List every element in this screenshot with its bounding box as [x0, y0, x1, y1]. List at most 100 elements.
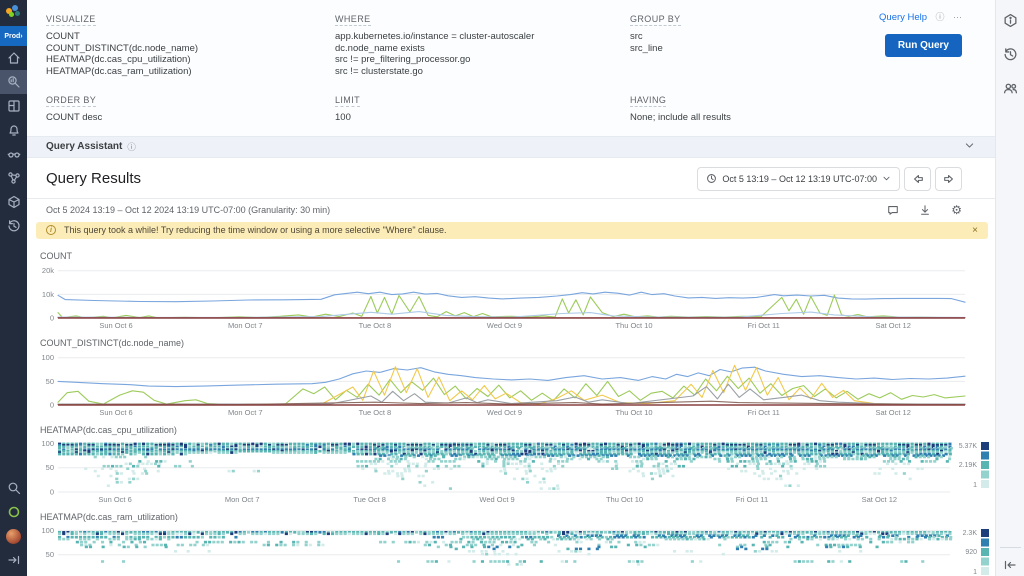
where-clause[interactable]: app.kubernetes.io/instance = cluster-aut…: [335, 31, 630, 43]
group-by-clause[interactable]: src_line: [630, 43, 845, 55]
chart-title: HEATMAP(dc.cas_ram_utilization): [40, 512, 995, 522]
where-clause[interactable]: dc.node_name exists: [335, 43, 630, 55]
time-summary: Oct 5 2024 13:19 – Oct 12 2024 13:19 UTC…: [46, 205, 330, 215]
svg-text:Wed Oct 9: Wed Oct 9: [479, 495, 514, 504]
visualize-clause[interactable]: HEATMAP(dc.cas_cpu_utilization): [46, 54, 335, 66]
svg-text:Tue Oct 8: Tue Oct 8: [353, 495, 386, 504]
environment-chevron-icon: ›: [20, 33, 22, 40]
page-title: Query Results: [46, 170, 141, 187]
where-heading: WHERE: [335, 14, 371, 26]
app-root: Prod›: [0, 0, 1024, 576]
arrow-left-icon: [912, 173, 924, 185]
run-query-button[interactable]: Run Query: [885, 34, 962, 57]
order-by-clause[interactable]: COUNT desc: [46, 112, 335, 124]
close-icon[interactable]: ×: [972, 225, 978, 236]
alerts-bell-icon[interactable]: [0, 118, 27, 142]
query-help-info-icon[interactable]: ⓘ: [936, 12, 945, 22]
svg-text:Mon Oct 7: Mon Oct 7: [225, 495, 260, 504]
chevron-down-icon[interactable]: [964, 138, 975, 156]
next-query-button[interactable]: [935, 167, 962, 191]
svg-text:1: 1: [973, 482, 977, 489]
usage-status-icon[interactable]: [0, 500, 27, 524]
avatar[interactable]: [0, 524, 27, 548]
chart-title: COUNT: [40, 251, 995, 261]
order-by-column: ORDER BY COUNT desc: [46, 90, 335, 124]
collapse-panel-icon[interactable]: [996, 554, 1024, 576]
chart-title: HEATMAP(dc.cas_cpu_utilization): [40, 425, 995, 435]
svg-text:10k: 10k: [42, 289, 54, 298]
query-builder-icon[interactable]: [0, 70, 27, 94]
visualize-heading: VISUALIZE: [46, 14, 96, 26]
environments-hexagon-icon[interactable]: [0, 190, 27, 214]
group-by-clause[interactable]: src: [630, 31, 845, 43]
slos-icon[interactable]: [0, 142, 27, 166]
svg-text:100: 100: [41, 353, 54, 362]
query-builder: VISUALIZE COUNT COUNT_DISTINCT(dc.node_n…: [27, 0, 995, 136]
environment-selector[interactable]: Prod›: [0, 26, 27, 46]
svg-text:0: 0: [50, 313, 54, 322]
chart-title: COUNT_DISTINCT(dc.node_name): [40, 338, 995, 348]
svg-text:20k: 20k: [42, 266, 54, 275]
chart-heatmap-cpu: HEATMAP(dc.cas_cpu_utilization) 0 50 100 Su…: [40, 425, 995, 506]
where-clause[interactable]: src != pre_filtering_processor.go: [335, 54, 630, 66]
ram-utilization-heatmap[interactable]: 050100Sun Oct 6Mon Oct 7Tue Oct 8Wed Oct…: [27, 523, 990, 576]
download-icon[interactable]: [919, 204, 931, 216]
previous-query-button[interactable]: [904, 167, 931, 191]
count-distinct-line-chart[interactable]: 050100Sun Oct 6Mon Oct 7Tue Oct 8Wed Oct…: [27, 349, 990, 419]
slow-query-warning-banner: i This query took a while! Try reducing …: [36, 222, 988, 239]
arrow-right-icon: [943, 173, 955, 185]
clock-icon: [706, 173, 717, 184]
svg-text:Sat Oct 12: Sat Oct 12: [875, 321, 910, 330]
home-icon[interactable]: [0, 46, 27, 70]
svg-text:0: 0: [50, 487, 54, 496]
where-clause[interactable]: src != clusterstate.go: [335, 66, 630, 78]
main-content: VISUALIZE COUNT COUNT_DISTINCT(dc.node_n…: [27, 0, 995, 576]
chart-count-distinct: COUNT_DISTINCT(dc.node_name) 050100Sun O…: [40, 338, 995, 419]
svg-text:Fri Oct 11: Fri Oct 11: [747, 408, 779, 417]
gear-icon[interactable]: ⚙: [951, 204, 962, 216]
svg-text:0: 0: [50, 400, 54, 409]
time-range-dropdown[interactable]: Oct 5 13:19 – Oct 12 13:19 UTC-07:00: [697, 167, 900, 191]
team-icon[interactable]: [996, 74, 1024, 102]
charts-area: COUNT 0 10k 20k Sun Oct 6 Mon Oct 7 Tue Oct 8…: [27, 241, 995, 576]
svg-text:50: 50: [46, 463, 54, 472]
query-help-more-icon[interactable]: ⋯: [953, 12, 962, 22]
cpu-utilization-heatmap[interactable]: 0 50 100 Sun Oct 6 Mon Oct 7 Tue Oct 8 Wed Oct…: [27, 436, 990, 506]
svg-text:Sat Oct 12: Sat Oct 12: [875, 408, 910, 417]
svg-text:Thu Oct 10: Thu Oct 10: [606, 495, 643, 504]
warning-info-icon: i: [46, 225, 56, 235]
left-sidebar: Prod›: [0, 0, 27, 576]
sidebar-expand-icon[interactable]: [0, 548, 27, 572]
svg-text:2.19K: 2.19K: [959, 461, 978, 468]
count-line-chart[interactable]: 010k20kSun Oct 6Mon Oct 7Tue Oct 8Wed Oc…: [27, 262, 990, 332]
history-icon[interactable]: [996, 40, 1024, 68]
info-hexagon-icon[interactable]: [996, 6, 1024, 34]
svg-text:1: 1: [973, 569, 977, 576]
svg-text:Thu Oct 10: Thu Oct 10: [615, 321, 652, 330]
order-by-heading: ORDER BY: [46, 95, 96, 107]
time-summary-row: Oct 5 2024 13:19 – Oct 12 2024 13:19 UTC…: [27, 199, 995, 219]
visualize-clause[interactable]: COUNT: [46, 31, 335, 43]
svg-text:Sun Oct 6: Sun Oct 6: [98, 495, 131, 504]
activity-history-icon[interactable]: [0, 214, 27, 238]
comment-icon[interactable]: [887, 204, 899, 216]
having-value[interactable]: None; include all results: [630, 112, 845, 124]
query-assistant-bar[interactable]: Query Assistant ⓘ: [27, 136, 995, 158]
query-assistant-info-icon: ⓘ: [127, 141, 136, 153]
visualize-clause[interactable]: HEATMAP(dc.cas_ram_utilization): [46, 66, 335, 78]
warning-text: This query took a while! Try reducing th…: [64, 225, 447, 235]
svg-text:Tue Oct 8: Tue Oct 8: [359, 321, 392, 330]
svg-text:Tue Oct 8: Tue Oct 8: [359, 408, 392, 417]
group-by-column: GROUP BY src src_line: [630, 9, 845, 77]
service-map-icon[interactable]: [0, 166, 27, 190]
visualize-clause[interactable]: COUNT_DISTINCT(dc.node_name): [46, 43, 335, 55]
honeycomb-logo-icon[interactable]: [0, 0, 27, 26]
query-help-link[interactable]: Query Help: [879, 12, 927, 23]
search-icon[interactable]: [0, 476, 27, 500]
chevron-down-icon: [882, 174, 891, 183]
boards-icon[interactable]: [0, 94, 27, 118]
svg-text:Fri Oct 11: Fri Oct 11: [747, 321, 779, 330]
limit-value[interactable]: 100: [335, 112, 630, 124]
svg-text:100: 100: [41, 438, 54, 447]
results-header: Query Results Oct 5 13:19 – Oct 12 13:19…: [27, 158, 995, 199]
